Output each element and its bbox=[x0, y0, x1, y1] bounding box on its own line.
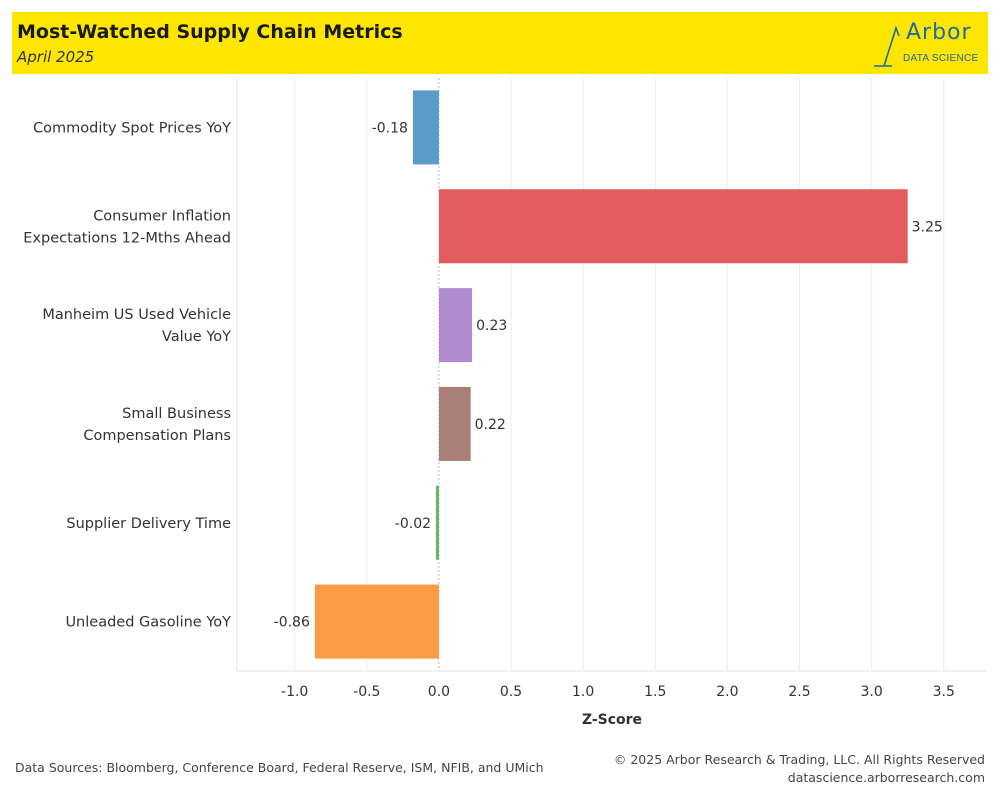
logo-mark-icon bbox=[874, 25, 900, 67]
bar bbox=[438, 189, 908, 264]
logo-word: Arbor bbox=[906, 20, 972, 45]
copyright-text: © 2025 Arbor Research & Trading, LLC. Al… bbox=[613, 752, 985, 767]
category-label: Commodity Spot Prices YoY bbox=[33, 120, 231, 136]
bar-chart: -0.18 Commodity Spot Prices YoY 3.25 Consum… bbox=[23, 78, 987, 728]
website-link[interactable]: datascience.arborresearch.com bbox=[787, 770, 985, 785]
x-tick-label: 0.0 bbox=[428, 684, 450, 700]
x-tick-label: 3.0 bbox=[860, 684, 882, 700]
category-label: Unleaded Gasoline YoY bbox=[65, 615, 231, 631]
data-label: -0.86 bbox=[274, 615, 310, 631]
x-axis-title: Z-Score bbox=[582, 712, 642, 728]
category-label: Consumer Inflation bbox=[93, 208, 231, 224]
x-tick-label: 3.5 bbox=[933, 684, 955, 700]
data-label: 3.25 bbox=[912, 219, 943, 235]
bar bbox=[412, 90, 439, 165]
x-tick-label: 2.5 bbox=[788, 684, 810, 700]
category-label: Compensation Plans bbox=[83, 428, 231, 444]
bar bbox=[436, 485, 439, 560]
x-tick-label: -1.0 bbox=[281, 684, 308, 700]
data-label: -0.02 bbox=[395, 516, 431, 532]
x-tick-label: 0.5 bbox=[500, 684, 522, 700]
data-sources: Data Sources: Bloomberg, Conference Boar… bbox=[15, 760, 544, 775]
category-label: Small Business bbox=[122, 406, 231, 422]
bar bbox=[438, 386, 471, 461]
bar bbox=[314, 584, 439, 659]
category-label: Value YoY bbox=[162, 329, 231, 345]
category-label: Expectations 12-Mths Ahead bbox=[23, 230, 231, 246]
data-label: 0.22 bbox=[475, 417, 506, 433]
x-tick-label: 2.0 bbox=[716, 684, 738, 700]
x-tick-label: 1.5 bbox=[644, 684, 666, 700]
logo-subtitle: DATA SCIENCE bbox=[903, 53, 979, 64]
data-label: -0.18 bbox=[372, 120, 408, 136]
bar bbox=[438, 288, 473, 363]
footer-credits: © 2025 Arbor Research & Trading, LLC. Al… bbox=[614, 751, 985, 787]
page-subtitle: April 2025 bbox=[17, 48, 95, 66]
x-tick-label: 1.0 bbox=[572, 684, 594, 700]
category-label: Manheim US Used Vehicle bbox=[42, 307, 231, 323]
arbor-logo: Arbor DATA SCIENCE bbox=[870, 20, 982, 70]
x-tick-label: -0.5 bbox=[353, 684, 380, 700]
header-banner: Most-Watched Supply Chain Metrics April … bbox=[12, 12, 988, 74]
data-label: 0.23 bbox=[476, 318, 507, 334]
page-title: Most-Watched Supply Chain Metrics bbox=[17, 21, 403, 43]
category-label: Supplier Delivery Time bbox=[66, 516, 231, 532]
